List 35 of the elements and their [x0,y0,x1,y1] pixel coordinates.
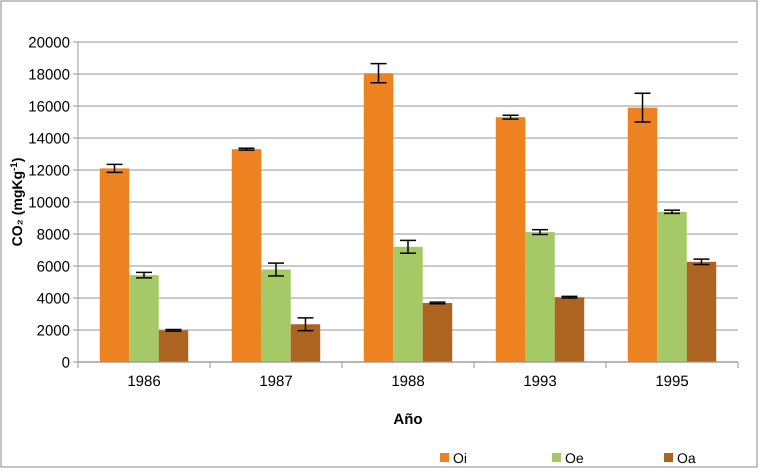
x-tick-label: 1988 [391,373,425,390]
legend-label: Oe [565,450,584,466]
legend-label: Oa [677,450,696,466]
bar [158,330,188,362]
y-tick-label: 16000 [28,98,70,116]
y-tick-label: 14000 [28,130,70,148]
bar [628,108,658,362]
bar [100,168,130,362]
bar [129,275,159,362]
legend-label: Oi [453,450,467,466]
y-tick-label: 8000 [36,226,70,244]
bar [232,149,262,362]
y-tick-label: 4000 [36,290,70,308]
x-tick-label: 1993 [523,373,557,390]
x-tick-label: 1995 [655,373,689,390]
y-tick-label: 2000 [36,322,70,340]
x-tick-label: 1987 [259,373,293,390]
bar [525,232,555,362]
y-tick-label: 18000 [28,66,70,84]
bar [657,212,687,362]
y-tick-label: 6000 [36,258,70,276]
y-tick-label: 10000 [28,194,70,212]
x-tick-label: 1986 [127,373,161,390]
y-tick-label: 12000 [28,162,70,180]
bar [496,117,526,362]
bar [686,262,716,362]
bar [364,73,394,362]
y-tick-label: 0 [62,354,70,372]
bar [393,246,423,362]
x-axis-title: Año [393,411,423,428]
bar [554,297,584,362]
bar [290,324,320,362]
bar [422,302,452,362]
y-tick-label: 20000 [28,34,70,52]
bar [261,270,291,362]
